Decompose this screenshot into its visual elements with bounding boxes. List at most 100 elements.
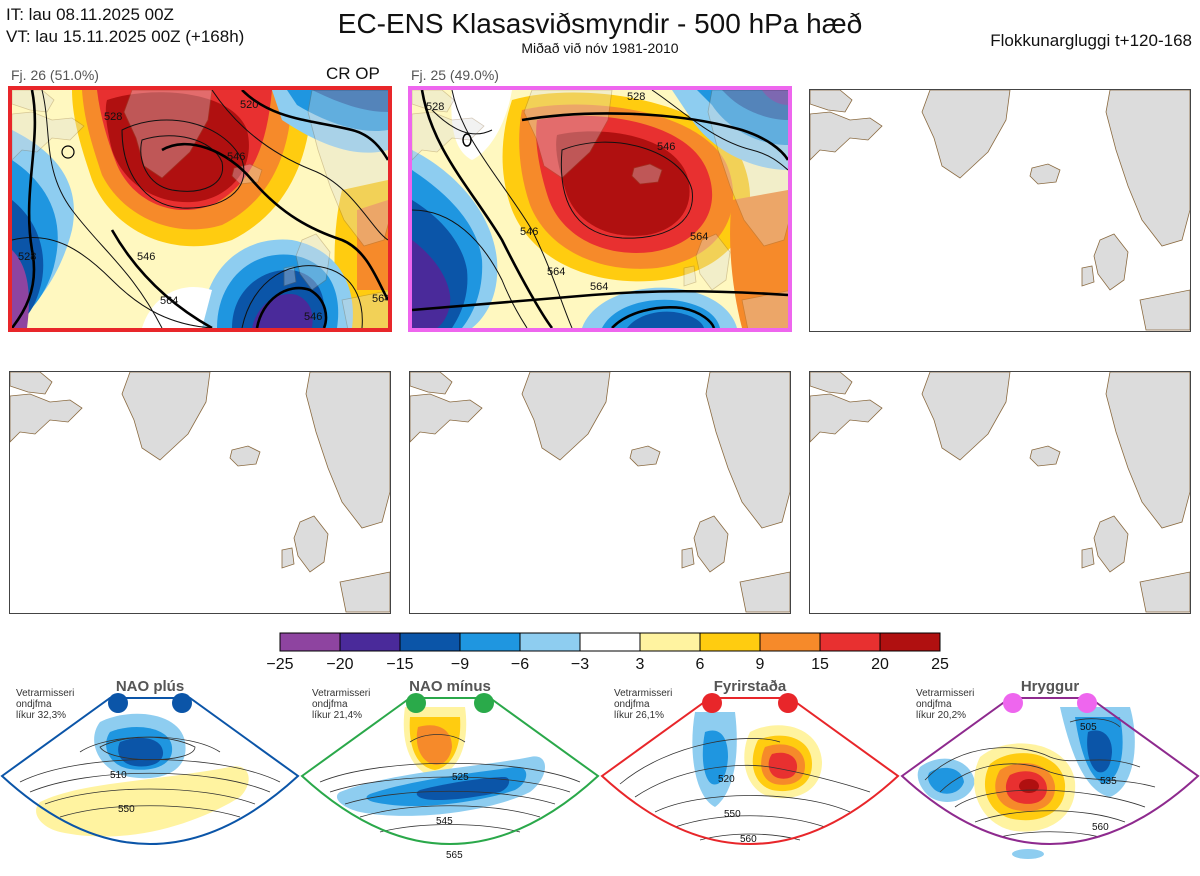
regime-nao-minus: 525 545 565 NAO mínus Vetrarmisseri ondj…	[300, 672, 600, 871]
colorbar-tick-label: −20	[326, 656, 354, 673]
colorbar-cell	[699, 632, 761, 652]
regime-note-line: Vetrarmisseri	[16, 688, 75, 699]
cluster-map-2: 528 546 546 564 564 564 528	[408, 86, 792, 332]
empty-map-3-land	[810, 90, 1190, 331]
p2-contour-label: 546	[520, 226, 538, 238]
colorbar-tick-label: 3	[635, 656, 645, 673]
p1-contour-label: 546	[137, 251, 155, 263]
p1-contour-label: 564	[160, 295, 178, 307]
panel-1-label: Fj. 26 (51.0%)	[11, 67, 99, 83]
regime-ridge: 505 535 560 Hryggur Vetrarmisseri ondjfm…	[900, 672, 1200, 871]
panel-1-tag: CR OP	[326, 64, 380, 83]
p2-contour-label: 528	[426, 101, 444, 113]
regime-note-line: ondjfma	[916, 699, 952, 710]
regime-name: Fyrirstaða	[713, 678, 787, 695]
colorbar-tick-label: −6	[510, 656, 530, 673]
p1-contour-label: 546	[227, 151, 245, 163]
regime-nao-plus-map: 510 550	[0, 693, 300, 845]
regime-contour-label: 535	[1100, 776, 1117, 787]
colorbar-tick-label: −3	[570, 656, 590, 673]
empty-map-6-land	[810, 372, 1190, 613]
empty-map-4-land	[10, 372, 390, 613]
regime-note: Vetrarmisseri ondjfma líkur 26,1%	[614, 688, 672, 721]
regime-note-line: líkur 21,4%	[312, 710, 363, 721]
p2-contour-label: 564	[690, 231, 708, 243]
p1-contour-label: 528	[104, 111, 122, 123]
regime-dot	[702, 693, 722, 713]
regime-contour-label: 560	[1092, 822, 1109, 833]
empty-map-3	[809, 89, 1191, 332]
colorbar-cell	[279, 632, 341, 652]
colorbar-cell	[819, 632, 881, 652]
regime-dot	[108, 693, 128, 713]
regime-note-line: Vetrarmisseri	[916, 688, 975, 699]
chart-subtitle: Miðað við nóv 1981-2010	[521, 40, 679, 56]
regime-name: NAO plús	[115, 678, 185, 695]
regime-contour-label: 505	[1080, 722, 1097, 733]
empty-map-6	[809, 371, 1191, 614]
colorbar-cell	[879, 632, 941, 652]
colorbar-tick-label: −9	[450, 656, 470, 673]
colorbar-tick-label: 15	[811, 656, 829, 673]
regime-dot	[1077, 693, 1097, 713]
colorbar-cell	[519, 632, 581, 652]
regime-dot	[1003, 693, 1023, 713]
cluster-map-2-plot: 528 546 546 564 564 564 528	[412, 90, 788, 328]
regime-note-line: ondjfma	[16, 699, 52, 710]
colorbar-cell	[759, 632, 821, 652]
regime-name: Hryggur	[1020, 678, 1080, 695]
empty-map-4	[9, 371, 391, 614]
regime-note: Vetrarmisseri ondjfma líkur 32,3%	[16, 688, 74, 721]
cluster-map-1-plot: 528 520 546 546 564 528 546 564	[12, 90, 388, 328]
colorbar	[279, 632, 941, 652]
p1-contour-label: 520	[240, 99, 258, 111]
regime-blocking: 520 550 560 Fyrirstaða Vetrarmisseri ond…	[600, 672, 900, 871]
valid-time: VT: lau 15.11.2025 00Z (+168h)	[6, 27, 245, 46]
init-time: IT: lau 08.11.2025 00Z	[6, 5, 174, 24]
regime-note-line: ondjfma	[614, 699, 650, 710]
regime-note-line: líkur 26,1%	[614, 710, 665, 721]
empty-map-5-land	[410, 372, 790, 613]
regime-contour-label: 545	[436, 816, 453, 827]
regime-contour-label: 520	[718, 774, 735, 785]
regime-dot	[474, 693, 494, 713]
header-times: IT: lau 08.11.2025 00Z VT: lau 15.11.202…	[6, 4, 244, 48]
regime-contour-label: 550	[118, 804, 135, 815]
colorbar-tick-label: 20	[871, 656, 889, 673]
colorbar-tick-label: −15	[386, 656, 414, 673]
regime-dot	[172, 693, 192, 713]
regime-note-line: Vetrarmisseri	[312, 688, 371, 699]
chart-title: EC-ENS Klasasviðsmyndir - 500 hPa hæð	[337, 8, 863, 39]
regime-note-line: líkur 20,2%	[916, 710, 967, 721]
p2-contour-label: 546	[657, 141, 675, 153]
colorbar-cell	[639, 632, 701, 652]
regime-contour-label: 560	[740, 834, 757, 845]
regime-dot	[778, 693, 798, 713]
empty-map-5	[409, 371, 791, 614]
colorbar-tick-label: 6	[695, 656, 705, 673]
p1-contour-label: 528	[18, 251, 36, 263]
p1-contour-label: 546	[304, 311, 322, 323]
p2-contour-label: 528	[627, 91, 645, 103]
colorbar-tick-label: −25	[266, 656, 294, 673]
regime-name: NAO mínus	[409, 678, 491, 695]
colorbar-cell	[459, 632, 521, 652]
regime-ridge-map: 505 535 560	[900, 693, 1200, 859]
colorbar-tick-label: 9	[755, 656, 765, 673]
colorbar-tick-label: 25	[931, 656, 949, 673]
p2-contour-label: 564	[547, 266, 565, 278]
regime-contour-label: 525	[452, 772, 469, 783]
regime-note: Vetrarmisseri ondjfma líkur 21,4%	[312, 688, 370, 721]
regime-blocking-map: 520 550 560	[600, 693, 900, 845]
regime-note-line: líkur 32,3%	[16, 710, 67, 721]
p2-contour-label: 564	[590, 281, 608, 293]
regime-dot	[406, 693, 426, 713]
regime-note: Vetrarmisseri ondjfma líkur 20,2%	[916, 688, 974, 721]
classification-window: Flokkunargluggi t+120-168	[990, 31, 1192, 50]
regime-contour-label: 510	[110, 770, 127, 781]
regime-nao-plus: 510 550 NAO plús Vetrarmisseri ondjfma l…	[0, 672, 300, 871]
colorbar-cell	[399, 632, 461, 652]
colorbar-cell	[339, 632, 401, 652]
regime-contour-label: 565	[446, 850, 463, 861]
regime-note-line: Vetrarmisseri	[614, 688, 673, 699]
